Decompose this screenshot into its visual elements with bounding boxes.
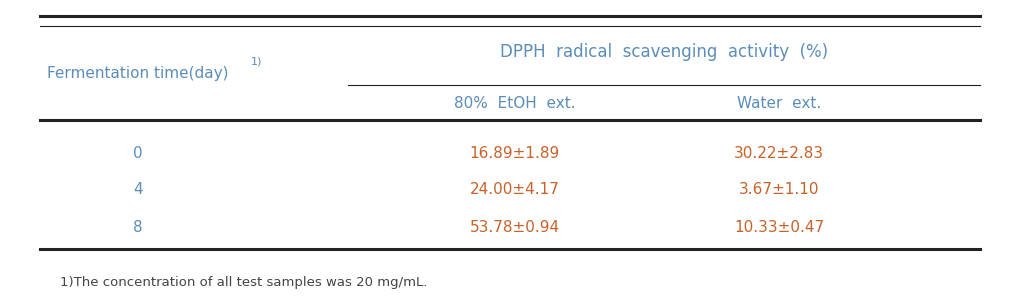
Text: 1): 1) bbox=[251, 57, 262, 67]
Text: 80%  EtOH  ext.: 80% EtOH ext. bbox=[453, 96, 575, 111]
Text: 30.22±2.83: 30.22±2.83 bbox=[734, 146, 823, 161]
Text: 4: 4 bbox=[132, 182, 143, 197]
Text: 3.67±1.10: 3.67±1.10 bbox=[739, 182, 818, 197]
Text: 24.00±4.17: 24.00±4.17 bbox=[470, 182, 559, 197]
Text: 16.89±1.89: 16.89±1.89 bbox=[470, 146, 559, 161]
Text: 1)The concentration of all test samples was 20 mg/mL.: 1)The concentration of all test samples … bbox=[59, 275, 427, 289]
Text: 8: 8 bbox=[132, 220, 143, 235]
Text: 10.33±0.47: 10.33±0.47 bbox=[734, 220, 823, 235]
Text: 0: 0 bbox=[132, 146, 143, 161]
Text: 53.78±0.94: 53.78±0.94 bbox=[470, 220, 559, 235]
Text: DPPH  radical  scavenging  activity  (%): DPPH radical scavenging activity (%) bbox=[499, 43, 827, 61]
Text: Water  ext.: Water ext. bbox=[737, 96, 820, 111]
Text: Fermentation time(day): Fermentation time(day) bbox=[47, 66, 228, 80]
